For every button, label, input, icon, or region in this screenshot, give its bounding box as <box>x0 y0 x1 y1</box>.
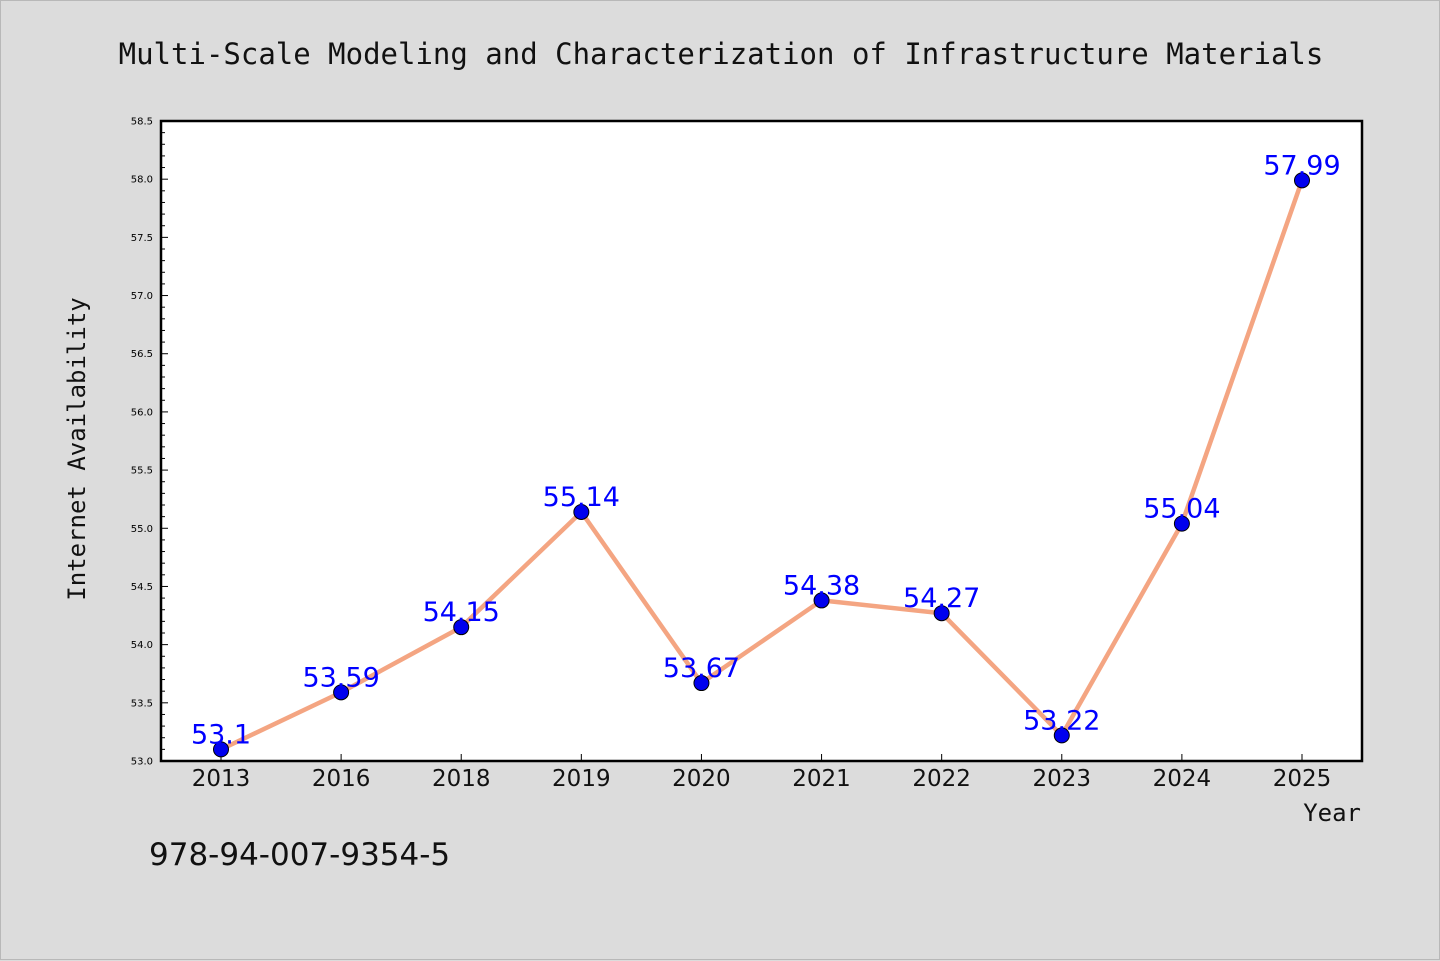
series-markers <box>213 172 1310 758</box>
data-point <box>453 619 470 636</box>
data-point <box>813 592 830 609</box>
y-tick-label: 58.0 <box>131 175 153 186</box>
data-point <box>933 605 950 622</box>
y-tick-label: 53.5 <box>131 698 153 709</box>
plot-area <box>159 119 1364 763</box>
chart-title: Multi-Scale Modeling and Characterizatio… <box>119 37 1324 71</box>
y-tick-label: 55.5 <box>131 466 153 477</box>
data-point <box>1173 515 1190 532</box>
data-labels: 53.1 53.59 54.15 55.14 53.67 54.38 54.27 53.22 5… <box>191 150 1341 750</box>
x-tick-label: 2018 <box>432 766 491 792</box>
data-point <box>1053 727 1070 744</box>
data-label: 55.04 <box>1143 494 1220 525</box>
y-tick-label: 55.0 <box>131 524 153 535</box>
y-tick-label: 56.5 <box>131 349 153 360</box>
x-tick-label: 2019 <box>552 766 611 792</box>
footer-code: 978-94-007-9354-5 <box>149 837 450 873</box>
data-label: 54.15 <box>423 597 500 628</box>
x-tick-label: 2013 <box>192 766 251 792</box>
data-point <box>213 741 229 758</box>
x-tick-label: 2021 <box>792 766 851 792</box>
data-label: 53.59 <box>302 662 379 693</box>
data-label: 53.1 <box>191 719 251 750</box>
y-axis: 53.0 53.5 54.0 54.5 55.0 55.5 56.0 56.5 57.0 57.5… <box>131 117 168 768</box>
x-axis: 2013 2016 2018 2019 2020 2021 2022 2023 2024 2025 <box>192 754 1332 792</box>
data-label: 53.67 <box>663 653 740 684</box>
data-label: 57.99 <box>1263 150 1340 181</box>
data-label: 54.38 <box>783 570 860 601</box>
x-tick-label: 2016 <box>312 766 371 792</box>
y-tick-label: 57.0 <box>131 291 153 302</box>
x-tick-label: 2022 <box>912 766 971 792</box>
y-tick-label: 53.0 <box>131 757 153 768</box>
data-label: 54.27 <box>903 583 980 614</box>
data-point <box>1294 172 1310 189</box>
data-point <box>573 503 590 520</box>
series-line-path <box>218 178 1305 752</box>
data-label: 55.14 <box>543 482 620 513</box>
x-tick-label: 2024 <box>1153 766 1212 792</box>
x-axis-label: Year <box>1303 799 1361 827</box>
y-tick-label: 57.5 <box>131 233 153 244</box>
y-tick-label: 56.0 <box>131 407 153 418</box>
x-tick-label: 2025 <box>1273 766 1332 792</box>
x-tick-label: 2023 <box>1033 766 1092 792</box>
y-tick-label: 54.0 <box>131 640 153 651</box>
x-tick-label: 2020 <box>672 766 731 792</box>
data-point <box>333 684 350 701</box>
series-line <box>218 178 1305 752</box>
y-tick-label: 58.5 <box>131 117 153 128</box>
data-point <box>693 675 710 692</box>
data-label: 53.22 <box>1023 705 1100 736</box>
y-tick-label: 54.5 <box>131 582 153 593</box>
y-axis-label: Internet Availability <box>63 297 91 600</box>
